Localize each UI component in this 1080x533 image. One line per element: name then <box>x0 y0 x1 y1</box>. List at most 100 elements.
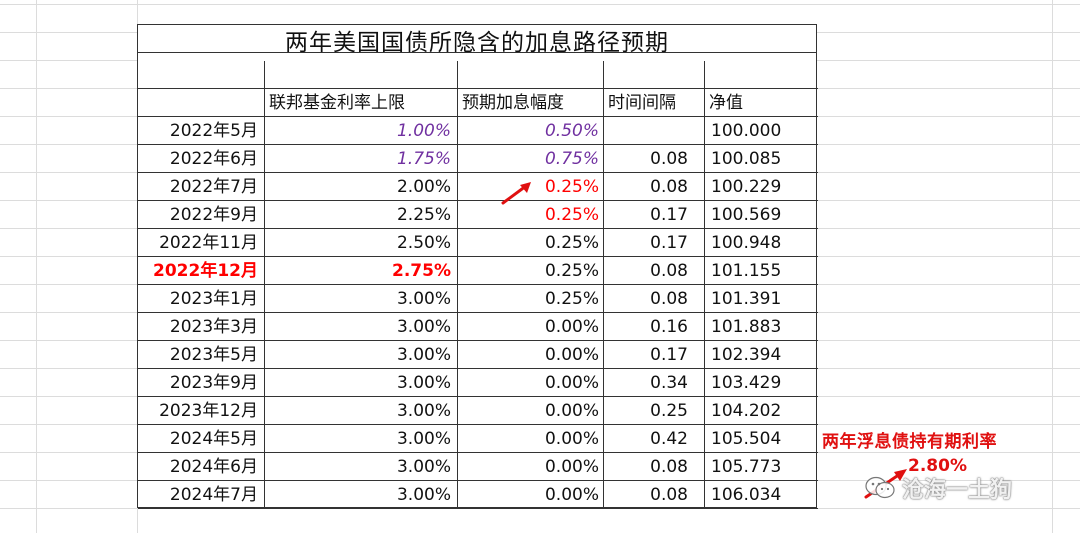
cell-interval[interactable]: 0.17 <box>604 229 705 257</box>
cell-rate-cap[interactable]: 3.00% <box>265 425 458 453</box>
table-row: 2023年9月 3.00% 0.00% 0.34 103.429 <box>138 369 818 397</box>
cell-date[interactable]: 2022年5月 <box>138 117 265 145</box>
grid-line <box>1052 0 1053 533</box>
cell-date[interactable]: 2023年9月 <box>138 369 265 397</box>
blank-row <box>138 61 818 89</box>
table-row: 2023年3月 3.00% 0.00% 0.16 101.883 <box>138 313 818 341</box>
cell-expected-hike[interactable]: 0.00% <box>458 481 604 509</box>
cell-interval[interactable]: 0.08 <box>604 145 705 173</box>
cell-date[interactable]: 2022年6月 <box>138 145 265 173</box>
cell-date[interactable]: 2024年7月 <box>138 481 265 509</box>
cell[interactable] <box>265 61 458 89</box>
cell-nav[interactable]: 102.394 <box>705 341 818 369</box>
header-rate-cap[interactable]: 联邦基金利率上限 <box>265 89 458 117</box>
cell-date[interactable]: 2023年12月 <box>138 397 265 425</box>
cell-interval[interactable]: 0.08 <box>604 285 705 313</box>
cell-interval[interactable]: 0.08 <box>604 257 705 285</box>
cell-rate-cap[interactable]: 3.00% <box>265 481 458 509</box>
table-row: 2023年1月 3.00% 0.25% 0.08 101.391 <box>138 285 818 313</box>
cell-expected-hike[interactable]: 0.00% <box>458 341 604 369</box>
cell-date[interactable]: 2022年12月 <box>138 257 265 285</box>
cell-nav[interactable]: 100.569 <box>705 201 818 229</box>
cell-expected-hike[interactable]: 0.25% <box>458 201 604 229</box>
cell-expected-hike[interactable]: 0.00% <box>458 313 604 341</box>
cell-rate-cap[interactable]: 3.00% <box>265 369 458 397</box>
cell-interval[interactable]: 0.08 <box>604 453 705 481</box>
cell[interactable] <box>604 61 705 89</box>
red-arrow-icon <box>501 182 531 205</box>
cell-nav[interactable]: 100.229 <box>705 173 818 201</box>
cell-date[interactable]: 2022年7月 <box>138 173 265 201</box>
cell-expected-hike[interactable]: 0.25% <box>458 173 604 201</box>
cell-interval[interactable]: 0.17 <box>604 341 705 369</box>
cell-interval[interactable]: 0.08 <box>604 173 705 201</box>
cell-date[interactable]: 2023年3月 <box>138 313 265 341</box>
cell[interactable] <box>138 61 265 89</box>
cell-rate-cap[interactable]: 3.00% <box>265 285 458 313</box>
cell-date[interactable]: 2022年9月 <box>138 201 265 229</box>
cell-nav[interactable]: 100.085 <box>705 145 818 173</box>
cell-interval[interactable] <box>604 117 705 145</box>
cell-rate-cap[interactable]: 1.75% <box>265 145 458 173</box>
watermark: 沧海一土狗 <box>864 472 1012 504</box>
cell-expected-hike[interactable]: 0.00% <box>458 453 604 481</box>
table-row: 2024年5月 3.00% 0.00% 0.42 105.504 <box>138 425 818 453</box>
cell-nav[interactable]: 104.202 <box>705 397 818 425</box>
cell-interval[interactable]: 0.17 <box>604 201 705 229</box>
cell-interval[interactable]: 0.42 <box>604 425 705 453</box>
cell-nav[interactable]: 101.391 <box>705 285 818 313</box>
cell-nav[interactable]: 106.034 <box>705 481 818 509</box>
header-nav[interactable]: 净值 <box>705 89 818 117</box>
cell-interval[interactable]: 0.16 <box>604 313 705 341</box>
table-row: 2022年12月 2.75% 0.25% 0.08 101.155 <box>138 257 818 285</box>
cell-expected-hike[interactable]: 0.00% <box>458 425 604 453</box>
cell-nav[interactable]: 103.429 <box>705 369 818 397</box>
cell-nav[interactable]: 105.773 <box>705 453 818 481</box>
cell-nav[interactable]: 100.948 <box>705 229 818 257</box>
cell-date[interactable]: 2023年5月 <box>138 341 265 369</box>
cell-expected-hike[interactable]: 0.25% <box>458 229 604 257</box>
cell-expected-hike[interactable]: 0.75% <box>458 145 604 173</box>
cell-rate-cap[interactable]: 3.00% <box>265 341 458 369</box>
cell-nav[interactable]: 101.883 <box>705 313 818 341</box>
header-date[interactable] <box>138 89 265 117</box>
cell-rate-cap[interactable]: 3.00% <box>265 313 458 341</box>
cell-expected-hike[interactable]: 0.25% <box>458 285 604 313</box>
cell-nav[interactable]: 105.504 <box>705 425 818 453</box>
cell-date[interactable]: 2022年11月 <box>138 229 265 257</box>
cell-rate-cap[interactable]: 1.00% <box>265 117 458 145</box>
cell-rate-cap[interactable]: 2.25% <box>265 201 458 229</box>
table-title[interactable]: 两年美国国债所隐含的加息路径预期 <box>138 25 816 53</box>
cell-interval[interactable]: 0.34 <box>604 369 705 397</box>
cell-rate-cap[interactable]: 2.50% <box>265 229 458 257</box>
cell[interactable] <box>458 61 604 89</box>
cell-expected-hike[interactable]: 0.25% <box>458 257 604 285</box>
title-row: 两年美国国债所隐含的加息路径预期 <box>138 25 816 53</box>
header-interval[interactable]: 时间间隔 <box>604 89 705 117</box>
annotation-label: 两年浮息债持有期利率 <box>822 432 997 452</box>
table-row: 2024年7月 3.00% 0.00% 0.08 106.034 <box>138 481 818 509</box>
cell-expected-hike[interactable]: 0.00% <box>458 369 604 397</box>
cell[interactable] <box>705 61 818 89</box>
cell-interval[interactable]: 0.08 <box>604 481 705 509</box>
table-row: 2022年5月 1.00% 0.50% 100.000 <box>138 117 818 145</box>
cell-rate-cap[interactable]: 3.00% <box>265 397 458 425</box>
table-row: 2023年12月 3.00% 0.00% 0.25 104.202 <box>138 397 818 425</box>
cell-interval[interactable]: 0.25 <box>604 397 705 425</box>
header-expected-hike[interactable]: 预期加息幅度 <box>458 89 604 117</box>
table-row: 2022年9月 2.25% 0.25% 0.17 100.569 <box>138 201 818 229</box>
cell-rate-cap[interactable]: 2.75% <box>265 257 458 285</box>
cell-rate-cap[interactable]: 2.00% <box>265 173 458 201</box>
cell-rate-cap[interactable]: 3.00% <box>265 453 458 481</box>
cell-nav[interactable]: 101.155 <box>705 257 818 285</box>
watermark-text: 沧海一土狗 <box>902 478 1013 503</box>
header-row: 联邦基金利率上限 预期加息幅度 时间间隔 净值 <box>138 89 818 117</box>
cell-date[interactable]: 2024年6月 <box>138 453 265 481</box>
cell-date[interactable]: 2023年1月 <box>138 285 265 313</box>
cell-date[interactable]: 2024年5月 <box>138 425 265 453</box>
table-row: 2022年11月 2.50% 0.25% 0.17 100.948 <box>138 229 818 257</box>
cell-expected-hike[interactable]: 0.50% <box>458 117 604 145</box>
annotation-rate: 2.80% <box>908 456 967 476</box>
cell-nav[interactable]: 100.000 <box>705 117 818 145</box>
cell-expected-hike[interactable]: 0.00% <box>458 397 604 425</box>
